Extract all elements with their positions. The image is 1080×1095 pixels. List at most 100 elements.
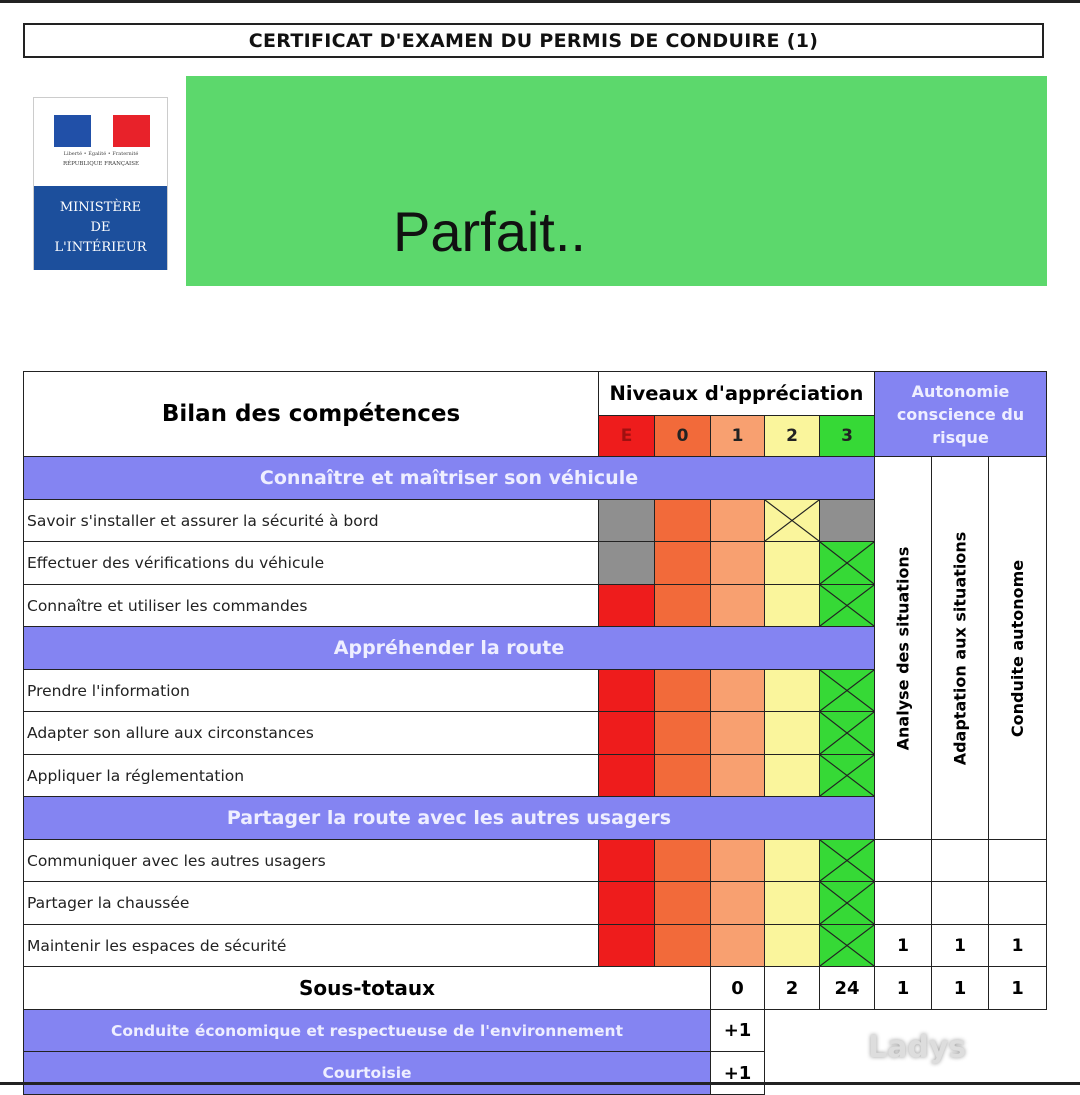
level-cell-2 (764, 839, 820, 882)
level-cell-0 (654, 881, 711, 925)
bonus-label: Conduite économique et respectueuse de l… (23, 1009, 711, 1052)
cross-mark-icon (819, 881, 875, 925)
level-cell-checked-3 (819, 881, 875, 925)
level-cell-0 (654, 669, 711, 712)
subtotal-autonomy: 1 (874, 966, 932, 1010)
autonomy-value (931, 839, 989, 882)
level-cell-E (598, 754, 655, 797)
competence-row-label: Prendre l'information (23, 669, 599, 712)
level-cell-E (598, 711, 655, 755)
level-cell-checked-3 (819, 711, 875, 755)
cross-mark-icon (819, 711, 875, 755)
level-cell-E (598, 541, 655, 585)
level-header-E: E (598, 415, 655, 457)
competence-row-label: Connaître et utiliser les commandes (23, 584, 599, 627)
levels-title: Niveaux d'appréciation (598, 371, 875, 416)
section-header: Partager la route avec les autres usager… (23, 796, 875, 840)
level-cell-1 (710, 669, 765, 712)
level-cell-1 (710, 584, 765, 627)
autonomy-column-label: Analyse des situations (893, 546, 913, 750)
level-cell-2 (764, 711, 820, 755)
level-cell-2 (764, 881, 820, 925)
autonomy-value: 1 (931, 924, 989, 967)
level-cell-1 (710, 924, 765, 967)
autonomy-value (988, 839, 1047, 882)
marianne-flag-icon (54, 115, 150, 147)
level-cell-0 (654, 711, 711, 755)
level-cell-2 (764, 584, 820, 627)
autonomy-column-label: Conduite autonome (1008, 559, 1028, 737)
level-cell-0 (654, 924, 711, 967)
level-cell-E (598, 881, 655, 925)
level-cell-checked-3 (819, 839, 875, 882)
level-header-1: 1 (710, 415, 765, 457)
result-banner: Parfait.. (186, 76, 1047, 286)
level-cell-checked-3 (819, 584, 875, 627)
level-cell-1 (710, 541, 765, 585)
level-cell-checked-3 (819, 924, 875, 967)
section-header: Connaître et maîtriser son véhicule (23, 456, 875, 500)
level-cell-E (598, 584, 655, 627)
cross-mark-icon (819, 924, 875, 967)
level-cell-E (598, 924, 655, 967)
level-header-3: 3 (819, 415, 875, 457)
ministry-logo: Liberté • Égalité • Fraternité RÉPUBLIQU… (33, 97, 168, 270)
level-cell-E (598, 669, 655, 712)
level-cell-0 (654, 541, 711, 585)
autonomy-column-1: Analyse des situations (874, 456, 932, 840)
competence-row-label: Maintenir les espaces de sécurité (23, 924, 599, 967)
level-cell-checked-2 (764, 499, 820, 542)
subtotal-autonomy: 1 (931, 966, 989, 1010)
level-cell-1 (710, 711, 765, 755)
cross-mark-icon (819, 541, 875, 585)
autonomy-column-2: Adaptation aux situations (931, 456, 989, 840)
section-header: Appréhender la route (23, 626, 875, 670)
level-cell-1 (710, 839, 765, 882)
autonomy-value (874, 839, 932, 882)
result-text: Parfait.. (393, 200, 586, 263)
certificate-title: CERTIFICAT D'EXAMEN DU PERMIS DE CONDUIR… (23, 23, 1044, 58)
level-cell-1 (710, 499, 765, 542)
table-heading: Bilan des compétences (23, 371, 599, 457)
level-cell-1 (710, 754, 765, 797)
level-cell-0 (654, 499, 711, 542)
competence-row-label: Savoir s'installer et assurer la sécurit… (23, 499, 599, 542)
level-cell-0 (654, 754, 711, 797)
autonomy-value: 1 (874, 924, 932, 967)
cross-mark-icon (819, 669, 875, 712)
subtotal-autonomy: 1 (988, 966, 1047, 1010)
level-cell-0 (654, 839, 711, 882)
subtotal-level-2: 2 (764, 966, 820, 1010)
autonomy-value: 1 (988, 924, 1047, 967)
competence-row-label: Effectuer des vérifications du véhicule (23, 541, 599, 585)
logo-republic: RÉPUBLIQUE FRANÇAISE (62, 161, 140, 167)
level-cell-E (598, 499, 655, 542)
level-cell-2 (764, 541, 820, 585)
level-cell-0 (654, 584, 711, 627)
bonus-value: +1 (710, 1009, 765, 1052)
level-cell-3 (819, 499, 875, 542)
top-edge (0, 0, 1080, 3)
level-cell-checked-3 (819, 541, 875, 585)
level-cell-checked-3 (819, 669, 875, 712)
competence-row-label: Appliquer la réglementation (23, 754, 599, 797)
watermark: Ladys (868, 1030, 967, 1065)
bottom-edge (0, 1082, 1080, 1085)
bonus-label: Courtoisie (23, 1051, 711, 1095)
level-cell-2 (764, 754, 820, 797)
autonomy-column-label: Adaptation aux situations (950, 531, 970, 765)
subtotals-label: Sous-totaux (23, 966, 711, 1010)
level-cell-1 (710, 881, 765, 925)
level-cell-checked-3 (819, 754, 875, 797)
subtotal-level-3: 24 (819, 966, 875, 1010)
subtotal-level-1: 0 (710, 966, 765, 1010)
autonomy-title: Autonomie conscience du risque (874, 371, 1047, 457)
level-header-2: 2 (764, 415, 820, 457)
cross-mark-icon (764, 499, 820, 542)
competence-row-label: Communiquer avec les autres usagers (23, 839, 599, 882)
logo-ministry: MINISTÈRE DE L'INTÉRIEUR (34, 186, 167, 270)
competence-row-label: Adapter son allure aux circonstances (23, 711, 599, 755)
level-cell-2 (764, 924, 820, 967)
cross-mark-icon (819, 584, 875, 627)
cross-mark-icon (819, 754, 875, 797)
